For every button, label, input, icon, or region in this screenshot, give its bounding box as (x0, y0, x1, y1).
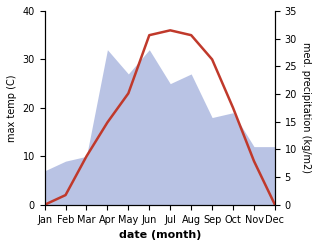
Y-axis label: max temp (C): max temp (C) (7, 74, 17, 142)
X-axis label: date (month): date (month) (119, 230, 201, 240)
Y-axis label: med. precipitation (kg/m2): med. precipitation (kg/m2) (301, 42, 311, 173)
